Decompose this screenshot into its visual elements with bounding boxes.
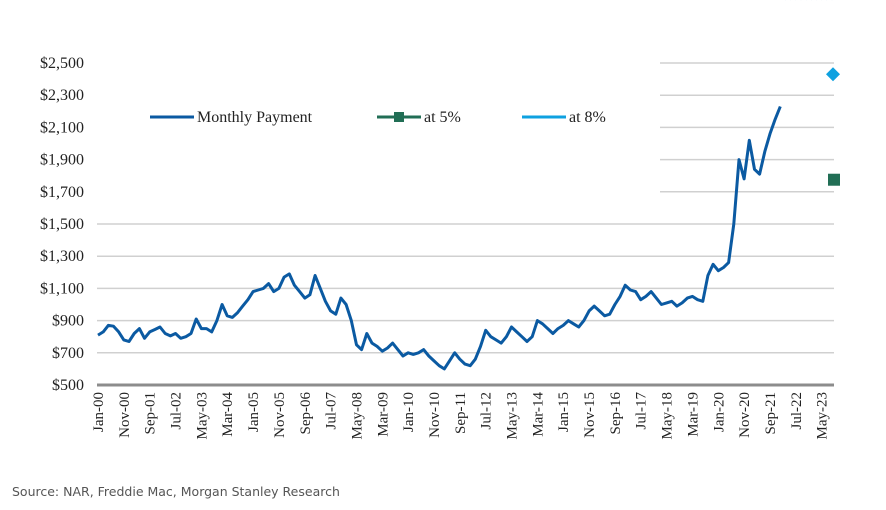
x-tick-label: Jul-12 [479, 392, 495, 430]
x-tick-label: May-03 [194, 392, 210, 440]
x-tick-label: Sep-11 [453, 392, 469, 434]
x-tick-label: Sep-21 [763, 392, 779, 435]
legend-label-monthly-payment: Monthly Payment [197, 109, 313, 126]
legend-label-at-5: at 5% [424, 109, 461, 126]
x-tick-label: Jan-20 [711, 392, 727, 432]
x-tick-label: Jul-17 [634, 392, 650, 430]
y-tick-label: $1,700 [40, 184, 84, 201]
y-tick-label: $2,500 [40, 55, 84, 72]
y-tick-label: $1,300 [40, 248, 84, 265]
series-group [97, 0, 840, 371]
x-tick-label: Jan-10 [401, 392, 417, 432]
x-tick-label: Jul-02 [169, 392, 185, 430]
chart: $500 $700 $900 $1,100 $1,300 $1,500 $1,700 $1,9… [40, 0, 840, 440]
y-axis-ticks: $500 $700 $900 $1,100 $1,300 $1,500 $1,700 $1,9… [40, 55, 84, 394]
x-tick-label: Nov-00 [117, 392, 133, 438]
x-tick-label: Nov-20 [737, 392, 753, 438]
x-tick-label: Jul-22 [789, 392, 805, 430]
x-tick-label: Mar-09 [375, 392, 391, 437]
y-tick-label: $1,900 [40, 152, 84, 169]
legend-marker-at-5 [394, 112, 404, 122]
source-note: Source: NAR, Freddie Mac, Morgan Stanley… [12, 484, 340, 499]
x-tick-label: Nov-15 [582, 392, 598, 438]
marker-at-8 [826, 67, 840, 82]
legend: Monthly Payment at 5% at 8% [150, 109, 606, 126]
y-tick-label: $1,500 [40, 216, 84, 233]
x-tick-label: May-23 [815, 392, 831, 440]
x-tick-label: Mar-14 [530, 392, 546, 437]
x-tick-label: Mar-04 [220, 392, 236, 437]
y-tick-label: $1,100 [40, 280, 84, 297]
x-tick-label: May-18 [660, 392, 676, 440]
y-tick-label: $900 [52, 313, 84, 330]
marker-at-5 [828, 173, 840, 186]
x-tick-label: Nov-05 [272, 392, 288, 438]
y-tick-label: $500 [52, 377, 84, 394]
x-axis-ticks: Jan-00 Nov-00 Sep-01 Jul-02 May-03 Mar-04 Jan-… [91, 392, 831, 440]
x-tick-label: Jan-00 [91, 392, 107, 432]
x-tick-label: Mar-19 [685, 392, 701, 437]
x-tick-label: Jan-15 [556, 392, 572, 432]
x-tick-label: Sep-16 [608, 392, 624, 435]
x-tick-label: Nov-10 [427, 392, 443, 438]
x-tick-label: Jan-05 [246, 392, 262, 432]
x-tick-label: May-13 [505, 392, 521, 440]
y-tick-label: $700 [52, 345, 84, 362]
legend-background [96, 56, 660, 200]
y-tick-label: $2,300 [40, 87, 84, 104]
x-tick-label: Jul-07 [324, 392, 340, 430]
x-tick-label: Sep-01 [143, 392, 159, 435]
legend-label-at-8: at 8% [569, 109, 606, 126]
y-tick-label: $2,100 [40, 119, 84, 136]
x-tick-label: Sep-06 [298, 392, 314, 435]
x-tick-label: May-08 [349, 392, 365, 440]
